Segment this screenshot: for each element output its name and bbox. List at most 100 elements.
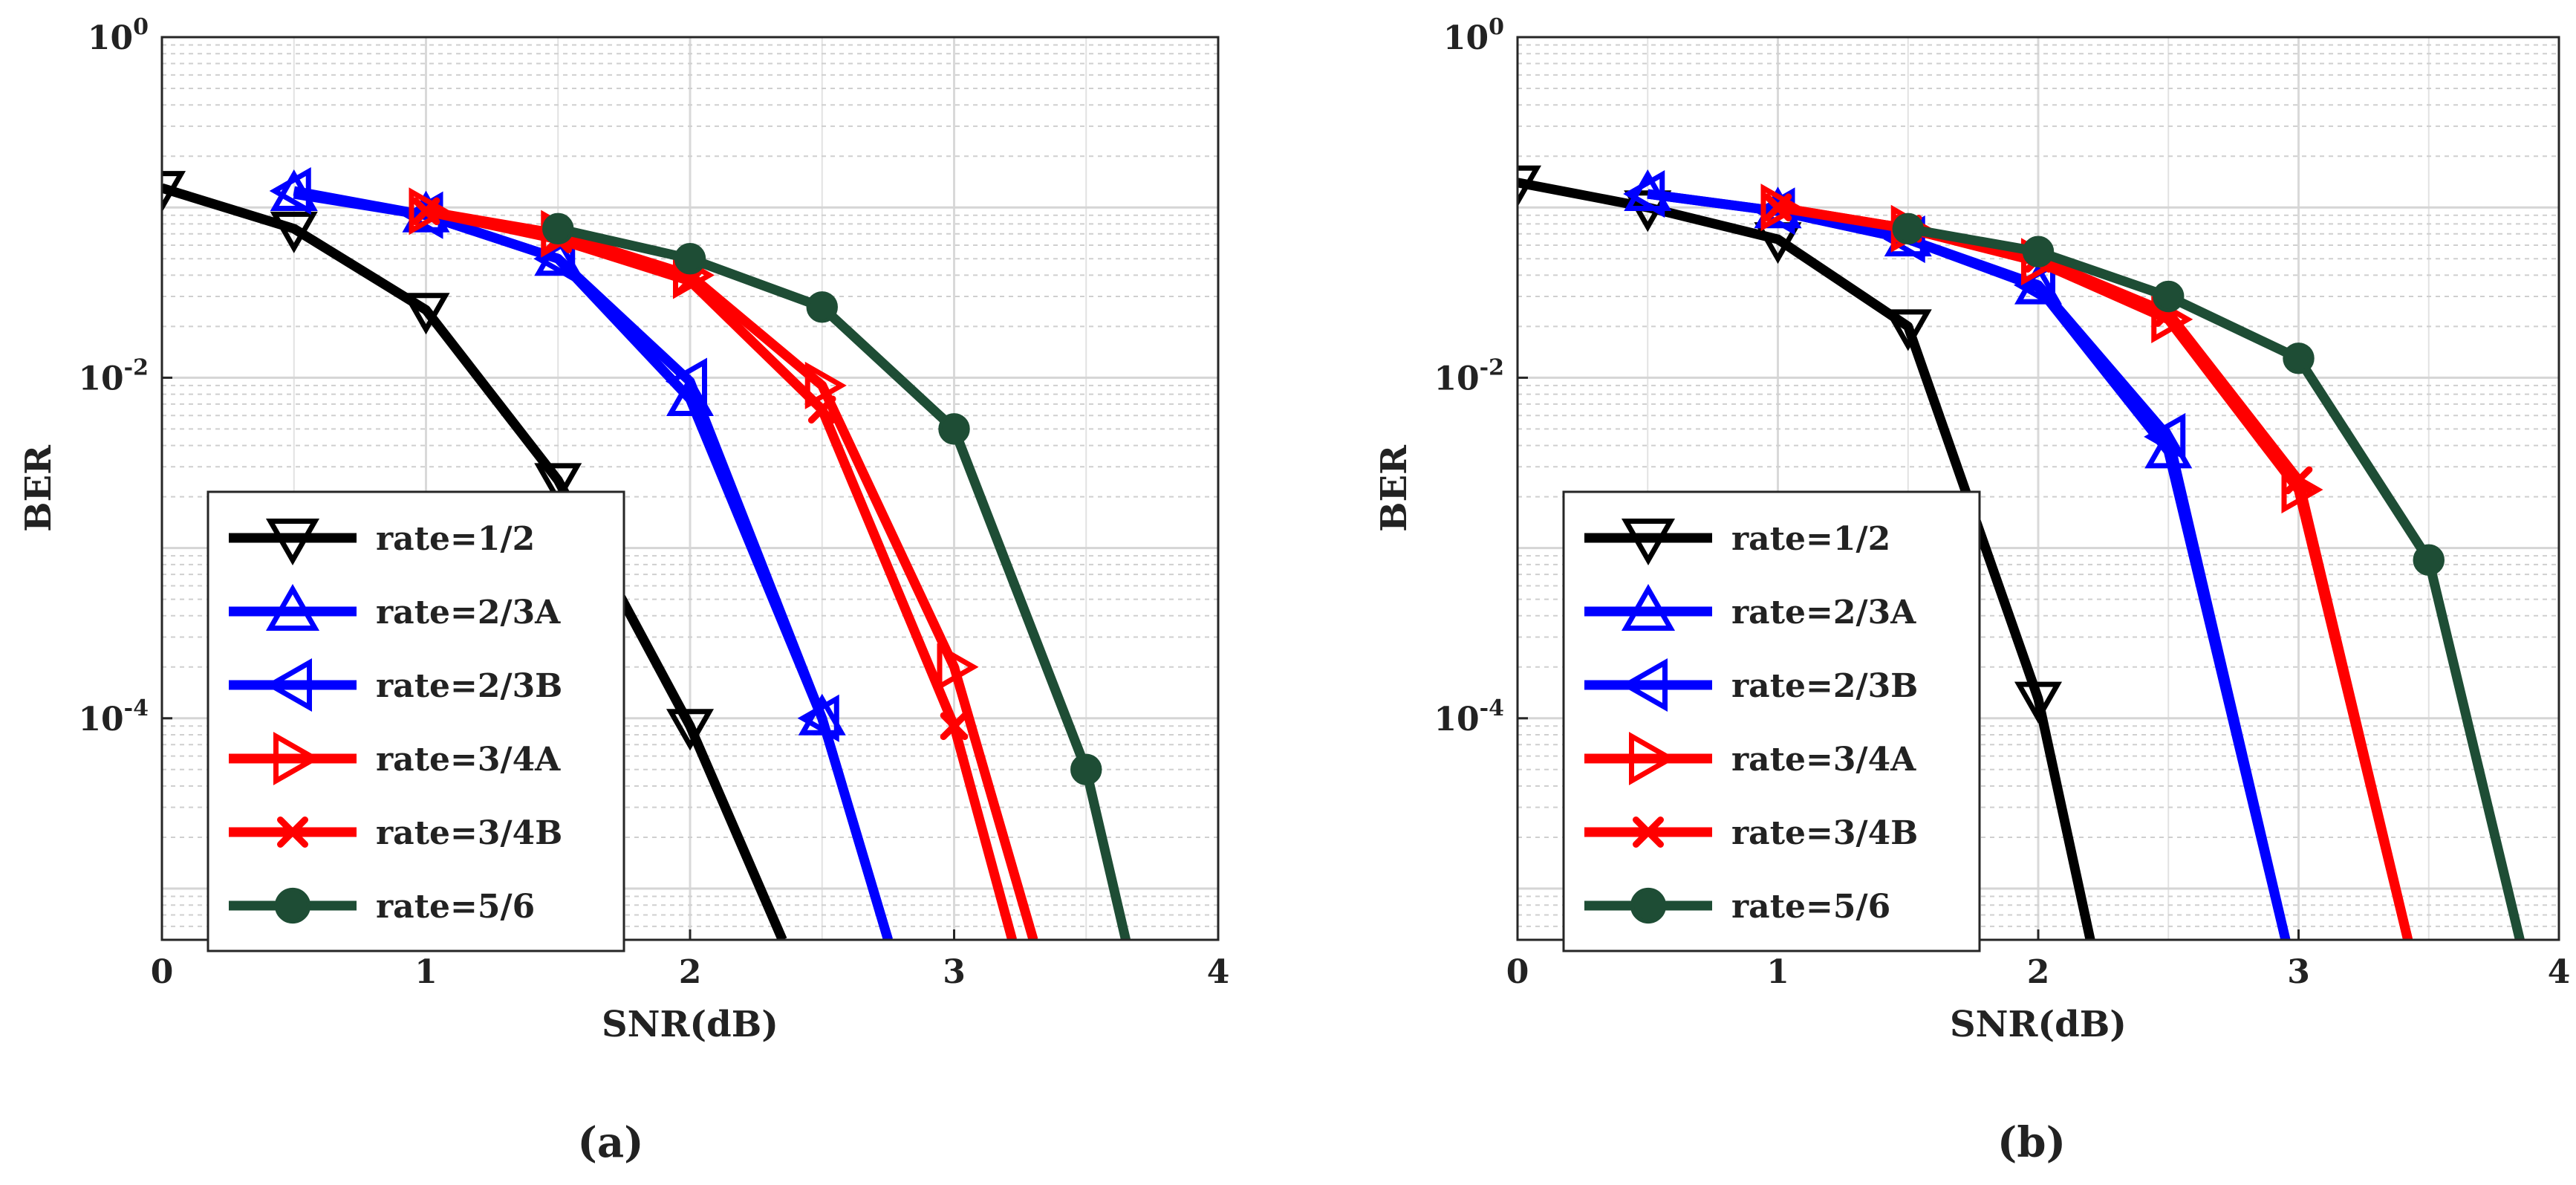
plot-frame: [160, 36, 1220, 941]
x-tick-label: 4: [1207, 953, 1230, 991]
legend-label: rate=1/2: [1731, 520, 1890, 558]
x-axis-label: SNR(dB): [1950, 1004, 2127, 1045]
data-point-marker: [2014, 681, 2063, 724]
data-point-marker: [2144, 412, 2186, 461]
legend-item: rate=3/4B: [229, 814, 562, 852]
data-point-marker: [534, 463, 582, 505]
legend-item: rate=3/4B: [1584, 814, 1918, 852]
data-point-marker: [797, 694, 839, 742]
legend-label: rate=3/4A: [376, 741, 561, 779]
data-point-marker: [270, 211, 318, 253]
y-tick-label: 10-2: [1434, 354, 1504, 397]
legend-item: rate=3/4A: [1584, 731, 1916, 786]
y-tick-label: 100: [88, 14, 149, 57]
series-line: [1647, 189, 2291, 940]
data-point-marker: [665, 357, 707, 406]
legend-item: rate=2/3A: [229, 583, 561, 632]
y-tick-label: 10-4: [1434, 695, 1504, 738]
legend-item: rate=2/3A: [1584, 583, 1916, 632]
data-point-marker: [806, 291, 838, 323]
data-point-marker: [674, 242, 706, 275]
y-axis-label: BER: [18, 444, 59, 532]
legend-label: rate=2/3B: [376, 667, 562, 705]
data-point-marker: [2284, 466, 2313, 495]
data-point-marker: [269, 166, 311, 215]
data-point-marker: [402, 293, 450, 335]
legend-label: rate=2/3A: [376, 594, 561, 632]
legend-label: rate=3/4A: [1731, 741, 1916, 779]
legend: rate=1/2 rate=2/3A rate=2/3B rate=3/4A rate=…: [1562, 490, 1981, 952]
legend-marker: [264, 658, 312, 712]
data-point-marker: [2022, 236, 2055, 267]
series-line: [1907, 224, 2525, 940]
data-series-group: [1518, 165, 2525, 940]
legend-marker: [1621, 519, 1676, 566]
x-tick-label: 1: [414, 953, 438, 991]
x-tick-label: 2: [679, 953, 702, 991]
y-tick-labels: 100 10-2 10-4: [1434, 14, 1528, 738]
data-point-marker: [937, 643, 979, 691]
legend-marker: [265, 519, 320, 566]
legend-item: rate=2/3B: [229, 658, 562, 712]
legend-marker: [1633, 816, 1664, 848]
legend-marker: [1620, 658, 1668, 712]
x-tick-label: 4: [2548, 953, 2571, 991]
panel-caption: (b): [1997, 1118, 2066, 1167]
data-point-marker: [1884, 309, 1932, 351]
data-point-marker: [666, 709, 715, 751]
data-point-marker: [1623, 170, 1665, 218]
plot-frame: [1516, 36, 2560, 941]
legend-box: [206, 490, 625, 952]
y-tick-label: 10-2: [78, 354, 149, 397]
data-point-marker: [1892, 212, 1924, 245]
x-tick-labels: 0 1 2 3 4: [1506, 929, 2571, 991]
x-tick-label: 3: [943, 953, 966, 991]
data-point-marker: [2283, 342, 2315, 374]
data-point-marker: [804, 361, 847, 409]
legend-label: rate=5/6: [376, 888, 535, 926]
data-series-group: [162, 166, 1131, 940]
legend-marker: [274, 887, 311, 924]
series-line: [162, 183, 787, 940]
legend-label: rate=5/6: [1731, 888, 1890, 926]
series-line: [556, 224, 1131, 940]
legend-item: rate=1/2: [229, 519, 535, 566]
data-point-marker: [676, 267, 704, 295]
legend-box: [1562, 490, 1981, 952]
legend-item: rate=5/6: [1584, 887, 1890, 926]
data-point-marker: [412, 197, 440, 226]
legend-label: rate=3/4B: [376, 814, 562, 852]
data-point-marker: [409, 187, 451, 236]
series-line: [293, 186, 893, 940]
data-point-marker: [1070, 753, 1102, 786]
data-point-marker: [807, 395, 836, 424]
series-line: [425, 206, 1017, 940]
x-tick-label: 0: [151, 953, 174, 991]
legend-marker: [1630, 887, 1667, 924]
legend-marker: [1621, 583, 1676, 631]
series-line: [1777, 202, 2413, 940]
legend-marker: [265, 583, 320, 631]
y-tick-label: 10-4: [78, 695, 149, 738]
data-point-marker: [938, 413, 970, 445]
x-tick-label: 2: [2027, 953, 2050, 991]
data-point-marker: [1760, 184, 1803, 232]
panel-caption: (a): [577, 1118, 643, 1167]
legend-label: rate=1/2: [376, 520, 535, 558]
legend-marker: [273, 731, 321, 786]
series-line: [1518, 178, 2095, 940]
legend: rate=1/2 rate=2/3A rate=2/3B rate=3/4A rate=…: [206, 490, 625, 952]
y-tick-label: 100: [1443, 14, 1504, 57]
data-point-marker: [1518, 165, 1542, 207]
data-point-marker: [2413, 544, 2445, 576]
legend-item: rate=1/2: [1584, 519, 1890, 566]
data-point-marker: [2144, 426, 2193, 469]
x-tick-label: 0: [1506, 953, 1529, 991]
legend-label: rate=2/3A: [1731, 594, 1916, 632]
legend-label: rate=3/4B: [1731, 814, 1918, 852]
data-point-marker: [2153, 280, 2185, 313]
x-tick-label: 3: [2287, 953, 2310, 991]
